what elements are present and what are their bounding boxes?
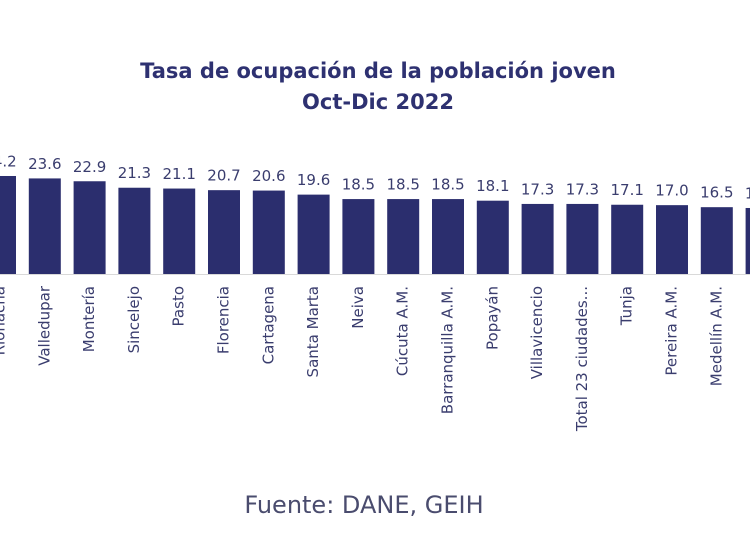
chart-subtitle: Oct-Dic 2022: [302, 90, 454, 114]
source: Fuente: DANE, GEIH: [244, 491, 483, 519]
bar: [432, 199, 464, 274]
x-tick-label: Montería: [80, 286, 98, 352]
bar: [252, 190, 285, 274]
value-label: 16.5: [700, 184, 733, 202]
value-label: 20.7: [207, 167, 240, 185]
bar: [28, 178, 61, 274]
value-label: 19.6: [297, 171, 330, 189]
value-label: 24.2: [0, 152, 17, 170]
x-tick-label: Cúcuta A.M.: [394, 286, 412, 376]
value-label: 18.5: [431, 176, 464, 194]
bar: [163, 188, 196, 274]
value-label: 18.1: [476, 177, 509, 195]
x-tick-label: Florencia: [215, 286, 233, 354]
bar: [566, 203, 599, 274]
value-label: 16.3: [745, 184, 750, 202]
x-tick-label: Pereira A.M.: [663, 286, 681, 376]
value-label: 17.3: [521, 180, 554, 198]
bar: [73, 181, 106, 274]
chart-title: Tasa de ocupación de la población joven: [140, 59, 616, 83]
x-tick-label: Popayán: [483, 286, 501, 350]
x-tick-label: Pasto: [170, 286, 188, 326]
x-tick-label: Medellín A.M.: [707, 286, 725, 386]
value-label: 17.1: [610, 181, 643, 199]
x-tick-label: Riohacha: [0, 286, 9, 355]
x-tick-label: Sincelejo: [125, 286, 143, 353]
value-label: 17.0: [655, 182, 688, 200]
value-label: 21.1: [162, 165, 195, 183]
value-label: 17.3: [566, 180, 599, 198]
x-tick-label: Villavicencio: [528, 286, 546, 379]
bar: [208, 190, 240, 274]
bar: [521, 203, 554, 274]
value-label: 18.5: [342, 176, 375, 194]
bar: [342, 199, 375, 274]
value-label: 18.5: [386, 176, 419, 194]
bar: [0, 175, 16, 274]
bar: [656, 205, 688, 274]
bar: [118, 187, 151, 274]
value-label: 20.6: [252, 167, 285, 185]
x-tick-label: Neiva: [349, 286, 367, 329]
x-tick-label: Barranquilla A.M.: [439, 286, 457, 414]
x-tick-label: Valledupar: [35, 285, 53, 366]
bar: [700, 207, 733, 274]
value-label: 23.6: [28, 155, 61, 173]
bar: [476, 200, 509, 274]
value-label: 22.9: [73, 158, 106, 176]
x-tick-label: Cartagena: [259, 286, 277, 364]
value-label: 21.3: [118, 164, 151, 182]
bar: [387, 199, 420, 274]
x-tick-label: Tunja: [618, 286, 636, 326]
x-tick-label: Total 23 ciudades...: [573, 286, 591, 432]
bar: [297, 194, 330, 274]
bar: [611, 204, 644, 274]
x-tick-label: Santa Marta: [304, 286, 322, 377]
bar: [745, 207, 750, 274]
